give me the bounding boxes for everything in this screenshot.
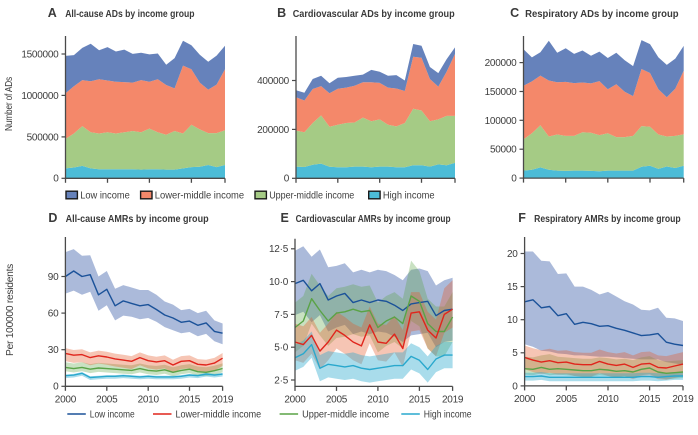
svg-text:2000: 2000 <box>514 394 536 405</box>
svg-text:Respiratory AMRs by income gro: Respiratory AMRs by income group <box>534 213 681 225</box>
svg-text:Respiratory ADs by income grou: Respiratory ADs by income group <box>525 8 679 20</box>
svg-text:2005: 2005 <box>326 394 348 405</box>
svg-text:All-cause ADs by income group: All-cause ADs by income group <box>65 8 194 20</box>
svg-text:2015: 2015 <box>409 394 431 405</box>
svg-text:2005: 2005 <box>556 394 578 405</box>
svg-text:10: 10 <box>507 315 518 326</box>
svg-text:2015: 2015 <box>179 394 201 405</box>
svg-text:High income: High income <box>424 410 472 421</box>
svg-text:F: F <box>518 211 526 225</box>
svg-text:E: E <box>281 211 289 225</box>
svg-text:50000: 50000 <box>490 145 517 156</box>
svg-text:Lower-middle income: Lower-middle income <box>176 410 262 421</box>
svg-text:60: 60 <box>48 309 59 320</box>
svg-text:200000: 200000 <box>485 58 518 69</box>
svg-text:400000: 400000 <box>257 76 290 87</box>
svg-text:2·5: 2·5 <box>274 375 288 386</box>
svg-text:2010: 2010 <box>367 394 389 405</box>
svg-text:A: A <box>48 6 57 20</box>
svg-text:Cardiovascular ADs by income g: Cardiovascular ADs by income group <box>293 8 455 20</box>
svg-text:15: 15 <box>507 282 518 293</box>
svg-text:C: C <box>510 6 519 20</box>
svg-text:Per 100000 residents: Per 100000 residents <box>5 264 16 356</box>
svg-text:0: 0 <box>511 174 517 185</box>
svg-text:Lower-middle income: Lower-middle income <box>155 191 245 202</box>
svg-text:Low income: Low income <box>80 191 130 202</box>
svg-text:200000: 200000 <box>257 125 290 136</box>
svg-text:Number of ADs: Number of ADs <box>4 77 15 131</box>
svg-text:2019: 2019 <box>212 394 234 405</box>
svg-text:7·5: 7·5 <box>274 310 288 321</box>
svg-text:500000: 500000 <box>27 132 60 143</box>
svg-text:0: 0 <box>53 174 59 185</box>
svg-text:30: 30 <box>48 345 59 356</box>
svg-text:2000: 2000 <box>284 394 306 405</box>
svg-text:5·0: 5·0 <box>274 343 288 354</box>
svg-text:Upper-middle income: Upper-middle income <box>302 410 390 421</box>
svg-text:2010: 2010 <box>597 394 619 405</box>
svg-text:Low income: Low income <box>90 410 135 421</box>
svg-text:2010: 2010 <box>138 394 160 405</box>
svg-text:1500000: 1500000 <box>21 49 59 60</box>
svg-text:150000: 150000 <box>485 87 518 98</box>
svg-text:D: D <box>48 211 57 225</box>
svg-text:Cardiovascular AMRs by income: Cardiovascular AMRs by income group <box>296 213 451 225</box>
svg-text:0: 0 <box>512 381 518 392</box>
svg-text:B: B <box>277 6 286 20</box>
svg-text:12·5: 12·5 <box>269 244 289 255</box>
svg-text:1000000: 1000000 <box>21 91 59 102</box>
svg-text:2015: 2015 <box>639 394 661 405</box>
svg-text:Upper-middle income: Upper-middle income <box>269 191 354 202</box>
svg-text:90: 90 <box>48 272 59 283</box>
svg-text:0: 0 <box>53 382 59 393</box>
svg-text:5: 5 <box>512 348 518 359</box>
svg-text:0: 0 <box>284 174 290 185</box>
svg-text:100000: 100000 <box>485 116 518 127</box>
svg-text:2019: 2019 <box>672 394 694 405</box>
svg-text:High income: High income <box>383 191 435 202</box>
svg-text:20: 20 <box>507 249 518 260</box>
svg-text:2005: 2005 <box>96 394 118 405</box>
svg-text:All-cause AMRs by income group: All-cause AMRs by income group <box>66 213 209 225</box>
svg-text:10·0: 10·0 <box>269 277 289 288</box>
svg-text:2000: 2000 <box>55 394 77 405</box>
svg-text:2019: 2019 <box>442 394 464 405</box>
